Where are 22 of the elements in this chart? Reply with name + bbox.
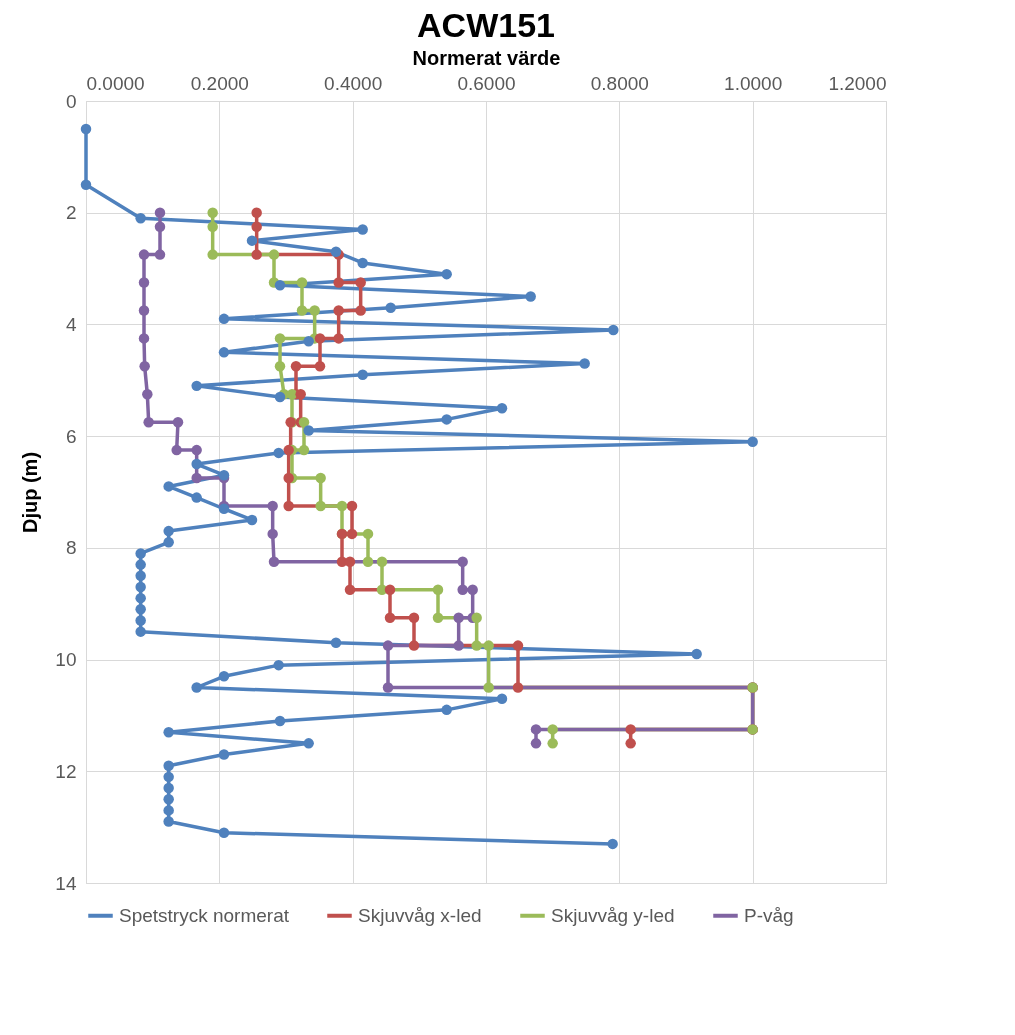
x-axis-title: Normerat värde [412,46,561,69]
legend-label: Skjuvvåg y-led [551,904,675,926]
legend-label: Skjuvvåg x-led [358,904,482,926]
x-tick-label: 0.2000 [190,72,249,94]
x-tick-label: 1.2000 [828,72,887,94]
chart-title: ACW151 [417,6,555,44]
y-tick-label: 4 [65,313,77,335]
x-tick-label: 0.0000 [86,72,145,94]
y-tick-label: 0 [65,90,77,112]
x-tick-label: 0.4000 [324,72,383,94]
y-tick-label: 12 [55,760,77,782]
y-tick-label: 8 [65,537,77,559]
y-axis-title: Djup (m) [19,451,42,534]
y-tick-label: 10 [55,649,77,671]
x-tick-label: 0.8000 [590,72,649,94]
legend-label: Spetstryck normerat [119,904,290,926]
y-tick-label: 2 [65,202,77,224]
x-tick-label: 0.6000 [457,72,516,94]
y-tick-label: 6 [65,425,77,447]
x-tick-label: 1.0000 [724,72,783,94]
y-tick-label: 14 [55,872,77,894]
legend-label: P-våg [744,904,794,926]
